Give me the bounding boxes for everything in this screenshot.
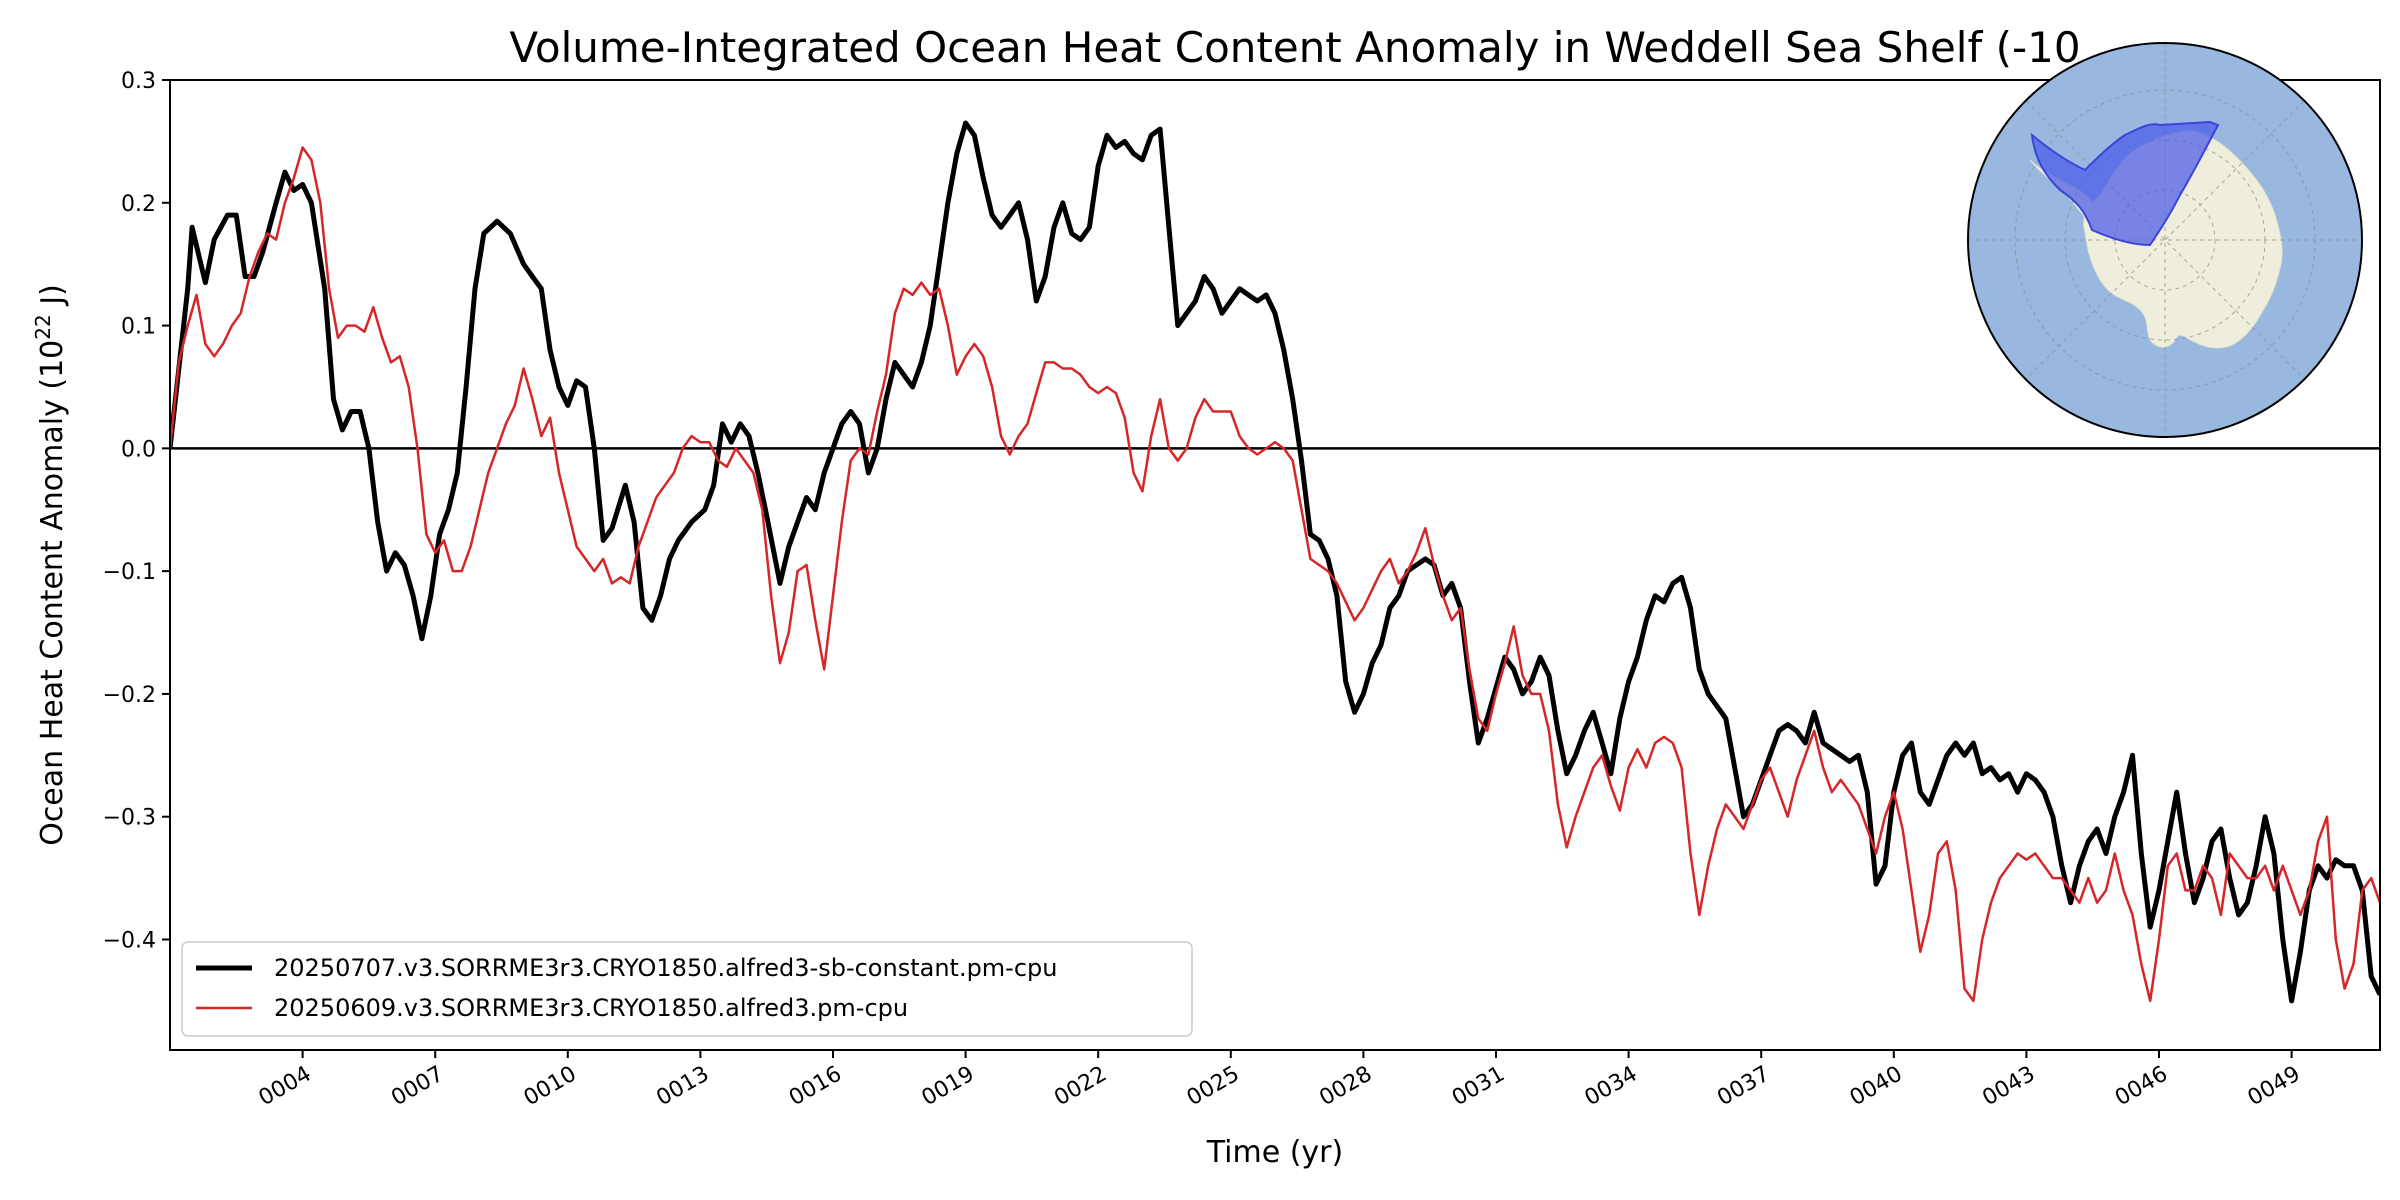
y-tick-label: 0.2: [121, 192, 156, 217]
x-tick-label: 0031: [1448, 1062, 1509, 1112]
y-axis-label-unit: J): [35, 284, 70, 314]
x-tick-label: 0022: [1050, 1062, 1111, 1112]
map-region-highlight: [2030, 120, 2220, 247]
x-tick-label: 0037: [1713, 1062, 1774, 1112]
x-tick-label: 0010: [520, 1062, 581, 1112]
legend: 20250707.v3.SORRME3r3.CRYO1850.alfred3-s…: [181, 941, 1193, 1037]
x-tick-label: 0046: [2111, 1062, 2172, 1112]
x-axis-label: Time (yr): [1206, 1135, 1343, 1170]
y-tick-label: 0.0: [121, 437, 156, 462]
x-tick-label: 0025: [1183, 1062, 1244, 1112]
inset-polar-map: [1967, 42, 2363, 438]
x-axis: 0004 0007 0010 0013 0016 0019 0022 0025 0028 0031…: [255, 1050, 2305, 1111]
y-tick-label: −0.4: [103, 928, 156, 953]
x-tick-label: 0013: [652, 1062, 713, 1112]
y-tick-label: 0.1: [121, 315, 156, 340]
x-tick-label: 0034: [1581, 1062, 1642, 1112]
map-border: [1967, 42, 2363, 438]
chart-title: Volume-Integrated Ocean Heat Content Ano…: [509, 23, 2080, 72]
x-tick-label: 0019: [918, 1062, 979, 1112]
y-tick-label: −0.1: [103, 560, 156, 585]
legend-box: [181, 941, 1193, 1037]
y-tick-label: −0.2: [103, 683, 156, 708]
x-tick-label: 0040: [1846, 1062, 1907, 1112]
x-tick-label: 0028: [1315, 1062, 1376, 1112]
y-tick-label: −0.3: [103, 806, 156, 831]
axes-frame: [169, 79, 2381, 1051]
y-axis-label: Ocean Heat Content Anomaly (1022 J): [31, 284, 70, 846]
y-axis-label-main: Ocean Heat Content Anomaly (10: [35, 340, 70, 846]
x-tick-label: 0007: [387, 1062, 448, 1112]
x-tick-label: 0043: [1978, 1062, 2039, 1112]
legend-label-series-2: 20250609.v3.SORRME3r3.CRYO1850.alfred3.p…: [274, 994, 908, 1022]
x-tick-label: 0016: [785, 1062, 846, 1112]
x-tick-label: 0004: [255, 1062, 316, 1112]
legend-label-series-1: 20250707.v3.SORRME3r3.CRYO1850.alfred3-s…: [274, 954, 1057, 982]
y-tick-label: 0.3: [121, 69, 156, 94]
x-tick-label: 0049: [2244, 1062, 2305, 1112]
series-line-2: [170, 146, 2380, 1003]
series-group: [170, 120, 2380, 1004]
series-line-1: [170, 120, 2380, 1004]
y-axis-label-exponent: 22: [31, 314, 55, 339]
y-axis: 0.3 0.2 0.1 0.0 −0.1 −0.2 −0.3 −0.4: [103, 69, 170, 953]
